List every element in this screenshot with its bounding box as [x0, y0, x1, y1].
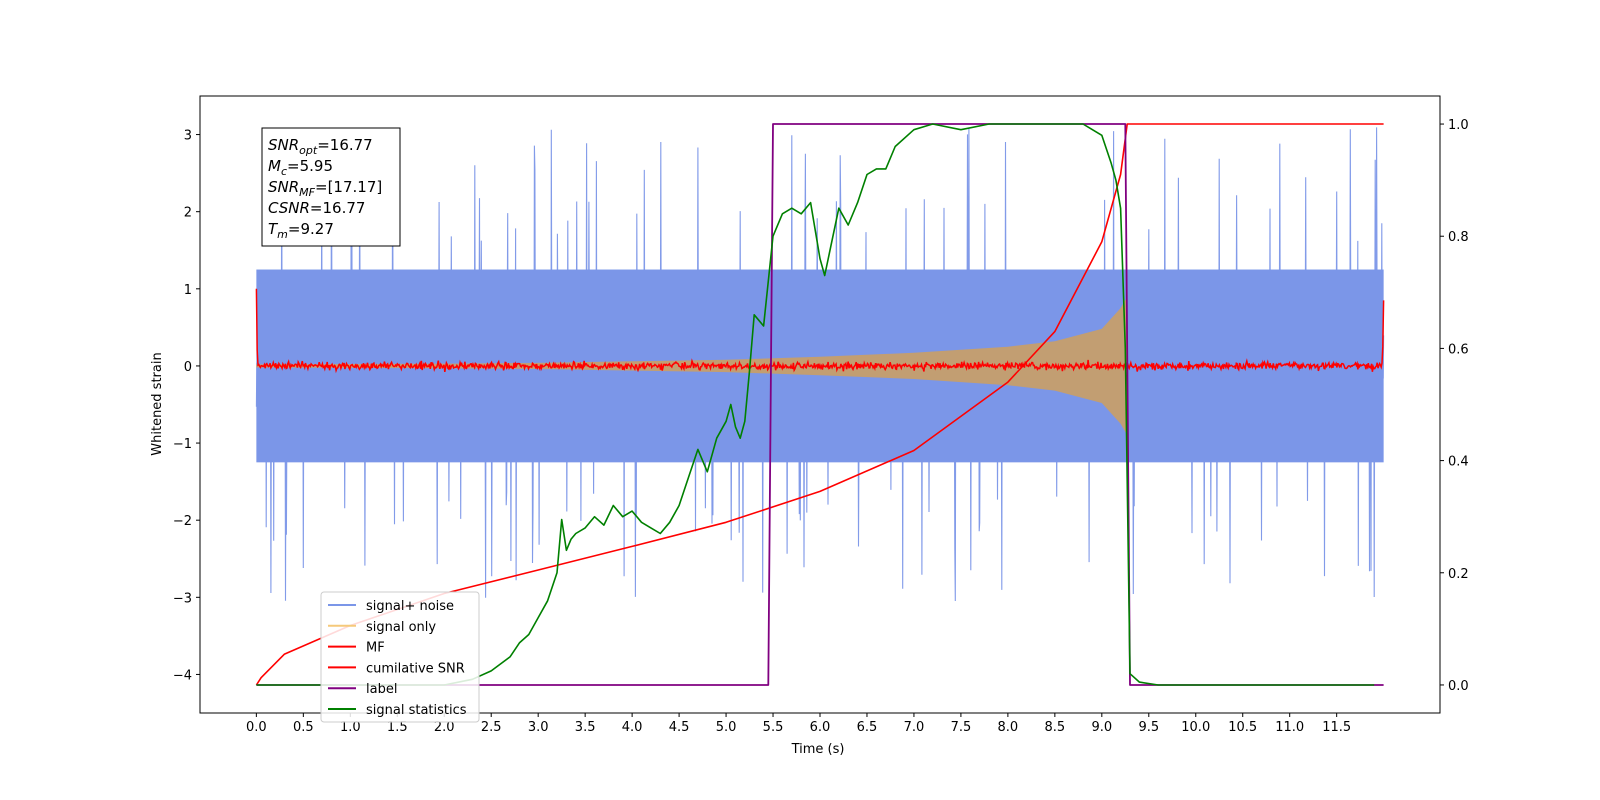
legend-label: signal only — [366, 620, 436, 635]
x-tick-label: 3.0 — [528, 720, 549, 735]
x-axis-label: Time (s) — [791, 742, 845, 757]
right-y-tick-label: 0.2 — [1448, 567, 1469, 582]
annotation-line: SNRMF=[17.17] — [268, 178, 382, 199]
x-tick-label: 8.0 — [998, 720, 1019, 735]
legend-frame — [320, 591, 480, 723]
x-tick-label: 9.0 — [1091, 720, 1112, 735]
left-y-tick-label: 0 — [184, 360, 192, 375]
x-tick-label: 0.0 — [246, 720, 267, 735]
legend-label: MF — [366, 641, 385, 656]
x-tick-label: 10.0 — [1181, 720, 1210, 735]
x-tick-label: 5.5 — [763, 720, 784, 735]
x-tick-label: 10.5 — [1228, 720, 1257, 735]
signal-only-series — [256, 296, 1128, 436]
right-y-tick-label: 0.6 — [1448, 342, 1469, 357]
left-y-tick-label: 2 — [184, 206, 192, 221]
mf-series — [255, 288, 1385, 374]
right-y-tick-label: 0.4 — [1448, 455, 1469, 470]
signal-only-envelope — [256, 296, 1128, 436]
legend: signal+ noise signal only MF cumilative SNR… — [320, 591, 480, 723]
legend-label: label — [366, 682, 397, 697]
x-tick-label: 7.0 — [904, 720, 925, 735]
left-y-tick-label: 1 — [184, 283, 192, 298]
annotation-line: Mc=5.95 — [268, 157, 333, 178]
mf-line — [255, 288, 1385, 374]
x-tick-label: 6.5 — [857, 720, 878, 735]
x-tick-label: 2.0 — [434, 720, 455, 735]
left-y-tick-label: −4 — [173, 668, 192, 683]
metrics-annotation-box: SNRopt=16.77Mc=5.95SNRMF=[17.17]CSNR=16.… — [261, 127, 401, 247]
annotation-line: Tm=9.27 — [268, 220, 334, 241]
x-tick-label: 11.5 — [1322, 720, 1351, 735]
right-y-axis-ticks: 1.0 0.8 0.6 0.4 0.2 0.0 — [1440, 118, 1469, 694]
right-y-tick-label: 1.0 — [1448, 118, 1469, 133]
signal-statistics-series — [256, 123, 1375, 686]
x-tick-label: 4.5 — [669, 720, 690, 735]
annotation-line: CSNR=16.77 — [268, 199, 365, 217]
left-y-axis-ticks: 3 2 1 0 −1 −2 −3 −4 — [173, 129, 200, 683]
cumulative-snr-line — [255, 123, 1384, 686]
x-tick-label: 3.5 — [575, 720, 596, 735]
x-tick-label: 2.5 — [481, 720, 502, 735]
legend-label: signal statistics — [366, 703, 467, 718]
legend-label: signal+ noise — [366, 599, 454, 614]
left-y-tick-label: −3 — [173, 591, 192, 606]
x-tick-label: 5.0 — [716, 720, 737, 735]
right-y-tick-label: 0.0 — [1448, 679, 1469, 694]
x-axis-ticks: 0.0 0.5 1.0 1.5 2.0 2.5 3.0 3.5 4.0 4.5 5.0 5.5 6.0 6… — [246, 713, 1351, 735]
x-tick-label: 0.5 — [293, 720, 314, 735]
x-tick-label: 6.0 — [810, 720, 831, 735]
annotation-frame — [261, 127, 401, 247]
left-y-axis-label: Whitened strain — [150, 352, 165, 455]
legend-label: cumilative SNR — [366, 661, 465, 676]
left-y-tick-label: −2 — [173, 514, 192, 529]
annotation-line: SNRopt=16.77 — [268, 136, 373, 157]
x-tick-label: 11.0 — [1275, 720, 1304, 735]
x-tick-label: 7.5 — [951, 720, 972, 735]
x-tick-label: 4.0 — [622, 720, 643, 735]
plot-area — [255, 123, 1385, 686]
left-y-tick-label: −1 — [173, 437, 192, 452]
left-y-tick-label: 3 — [184, 129, 192, 144]
x-tick-label: 8.5 — [1045, 720, 1066, 735]
x-tick-label: 1.5 — [387, 720, 408, 735]
right-y-tick-label: 0.8 — [1448, 230, 1469, 245]
x-tick-label: 1.0 — [340, 720, 361, 735]
cumulative-snr-series — [255, 123, 1384, 686]
x-tick-label: 9.5 — [1138, 720, 1159, 735]
signal-statistics-line — [256, 123, 1375, 686]
